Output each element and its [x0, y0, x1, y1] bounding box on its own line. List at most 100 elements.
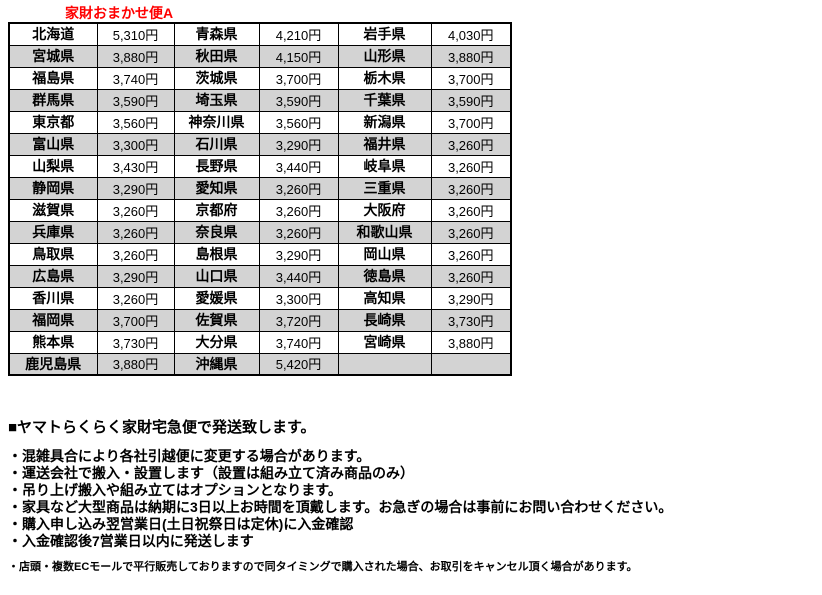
prefecture-cell: 神奈川県: [173, 110, 260, 134]
prefecture-cell: 佐賀県: [173, 308, 260, 332]
shipping-plan-title: 家財おまかせ便A: [65, 5, 174, 21]
prefecture-cell: 埼玉県: [173, 88, 260, 112]
prefecture-cell: 富山県: [8, 132, 98, 156]
prefecture-cell: 島根県: [173, 242, 260, 266]
notes-headline: ■ヤマトらくらく家財宅急便で発送致します。: [8, 419, 316, 436]
prefecture-cell: 愛知県: [173, 176, 260, 200]
table-row: 熊本県 3,730円 大分県 3,740円 宮崎県 3,880円: [8, 330, 512, 354]
prefecture-cell: 鹿児島県: [8, 352, 98, 376]
prefecture-cell: 宮城県: [8, 44, 98, 68]
price-cell: 3,260円: [96, 286, 175, 310]
price-cell: 3,290円: [96, 264, 175, 288]
prefecture-cell: 栃木県: [337, 66, 432, 90]
price-cell: 3,260円: [96, 220, 175, 244]
price-cell: 3,720円: [258, 308, 339, 332]
price-cell: 3,590円: [430, 88, 512, 112]
price-cell: 3,590円: [96, 88, 175, 112]
price-cell: 3,730円: [430, 308, 512, 332]
price-cell: 4,030円: [430, 22, 512, 46]
table-row: 兵庫県 3,260円 奈良県 3,260円 和歌山県 3,260円: [8, 220, 512, 244]
table-row: 滋賀県 3,260円 京都府 3,260円 大阪府 3,260円: [8, 198, 512, 222]
note-item: ・吊り上げ搬入や組み立てはオプションとなります。: [8, 482, 342, 498]
shipping-fee-table: 北海道 5,310円 青森県 4,210円 岩手県 4,030円 宮城県 3,880円 秋田県 4…: [8, 22, 512, 376]
prefecture-cell: 静岡県: [8, 176, 98, 200]
table-row: 富山県 3,300円 石川県 3,290円 福井県 3,260円: [8, 132, 512, 156]
price-cell: 3,290円: [430, 286, 512, 310]
price-cell: 3,260円: [430, 198, 512, 222]
price-cell: 5,310円: [96, 22, 175, 46]
prefecture-cell: 高知県: [337, 286, 432, 310]
table-row: 宮城県 3,880円 秋田県 4,150円 山形県 3,880円: [8, 44, 512, 68]
price-cell: 3,730円: [96, 330, 175, 354]
price-cell: 3,260円: [430, 132, 512, 156]
prefecture-cell: 鳥取県: [8, 242, 98, 266]
prefecture-cell: 岐阜県: [337, 154, 432, 178]
notes-list: ・混雑具合により各社引越便に変更する場合があります。 ・運送会社で搬入・設置します…: [8, 448, 818, 550]
price-cell: 3,300円: [258, 286, 339, 310]
prefecture-cell: 東京都: [8, 110, 98, 134]
prefecture-cell: 長野県: [173, 154, 260, 178]
table-row: 群馬県 3,590円 埼玉県 3,590円 千葉県 3,590円: [8, 88, 512, 112]
table-row: 鳥取県 3,260円 島根県 3,290円 岡山県 3,260円: [8, 242, 512, 266]
prefecture-cell: 大分県: [173, 330, 260, 354]
price-cell: 4,210円: [258, 22, 339, 46]
price-cell: 3,300円: [96, 132, 175, 156]
prefecture-cell: 新潟県: [337, 110, 432, 134]
prefecture-cell: 愛媛県: [173, 286, 260, 310]
price-cell: 3,880円: [96, 352, 175, 376]
prefecture-cell: 和歌山県: [337, 220, 432, 244]
note-item: ・購入申し込み翌営業日(土日祝祭日は定休)に入金確認: [8, 516, 354, 532]
prefecture-cell: 福島県: [8, 66, 98, 90]
note-item: ・入金確認後7営業日以内に発送します: [8, 533, 254, 549]
prefecture-cell: 徳島県: [337, 264, 432, 288]
prefecture-cell: 兵庫県: [8, 220, 98, 244]
shipping-notes-section: ■ヤマトらくらく家財宅急便で発送致します。 ・混雑具合により各社引越便に変更する…: [8, 416, 818, 574]
price-cell: 3,260円: [96, 198, 175, 222]
prefecture-cell: 長崎県: [337, 308, 432, 332]
price-cell: 3,260円: [258, 198, 339, 222]
table-row: 広島県 3,290円 山口県 3,440円 徳島県 3,260円: [8, 264, 512, 288]
price-cell: 3,260円: [96, 242, 175, 266]
table-row: 東京都 3,560円 神奈川県 3,560円 新潟県 3,700円: [8, 110, 512, 134]
table-row: 山梨県 3,430円 長野県 3,440円 岐阜県 3,260円: [8, 154, 512, 178]
prefecture-cell: 滋賀県: [8, 198, 98, 222]
prefecture-cell: 山梨県: [8, 154, 98, 178]
price-cell: 3,290円: [258, 132, 339, 156]
prefecture-cell: [337, 352, 432, 376]
table-row: 福島県 3,740円 茨城県 3,700円 栃木県 3,700円: [8, 66, 512, 90]
note-item: ・家具など大型商品は納期に3日以上お時間を頂戴します。お急ぎの場合は事前にお問い…: [8, 499, 673, 515]
prefecture-cell: 北海道: [8, 22, 98, 46]
note-item: ・混雑具合により各社引越便に変更する場合があります。: [8, 448, 371, 464]
price-cell: [430, 352, 512, 376]
prefecture-cell: 千葉県: [337, 88, 432, 112]
price-cell: 3,260円: [430, 176, 512, 200]
price-cell: 5,420円: [258, 352, 339, 376]
price-cell: 3,740円: [96, 66, 175, 90]
prefecture-cell: 香川県: [8, 286, 98, 310]
table-row: 静岡県 3,290円 愛知県 3,260円 三重県 3,260円: [8, 176, 512, 200]
price-cell: 3,430円: [96, 154, 175, 178]
price-cell: 3,880円: [96, 44, 175, 68]
prefecture-cell: 広島県: [8, 264, 98, 288]
prefecture-cell: 山形県: [337, 44, 432, 68]
prefecture-cell: 岩手県: [337, 22, 432, 46]
price-cell: 3,440円: [258, 264, 339, 288]
prefecture-cell: 秋田県: [173, 44, 260, 68]
price-cell: 3,290円: [96, 176, 175, 200]
note-item: ・運送会社で搬入・設置します（設置は組み立て済み商品のみ）: [8, 465, 414, 481]
notes-small-print: ・店頭・複数ECモールで平行販売しておりますので同タイミングで購入された場合、お…: [8, 561, 638, 573]
price-cell: 3,700円: [430, 110, 512, 134]
price-cell: 3,260円: [430, 154, 512, 178]
prefecture-cell: 宮崎県: [337, 330, 432, 354]
price-cell: 3,700円: [430, 66, 512, 90]
table-row: 福岡県 3,700円 佐賀県 3,720円 長崎県 3,730円: [8, 308, 512, 332]
price-cell: 3,880円: [430, 44, 512, 68]
prefecture-cell: 京都府: [173, 198, 260, 222]
prefecture-cell: 大阪府: [337, 198, 432, 222]
price-cell: 3,260円: [258, 176, 339, 200]
table-row: 北海道 5,310円 青森県 4,210円 岩手県 4,030円: [8, 22, 512, 46]
prefecture-cell: 山口県: [173, 264, 260, 288]
prefecture-cell: 石川県: [173, 132, 260, 156]
prefecture-cell: 熊本県: [8, 330, 98, 354]
